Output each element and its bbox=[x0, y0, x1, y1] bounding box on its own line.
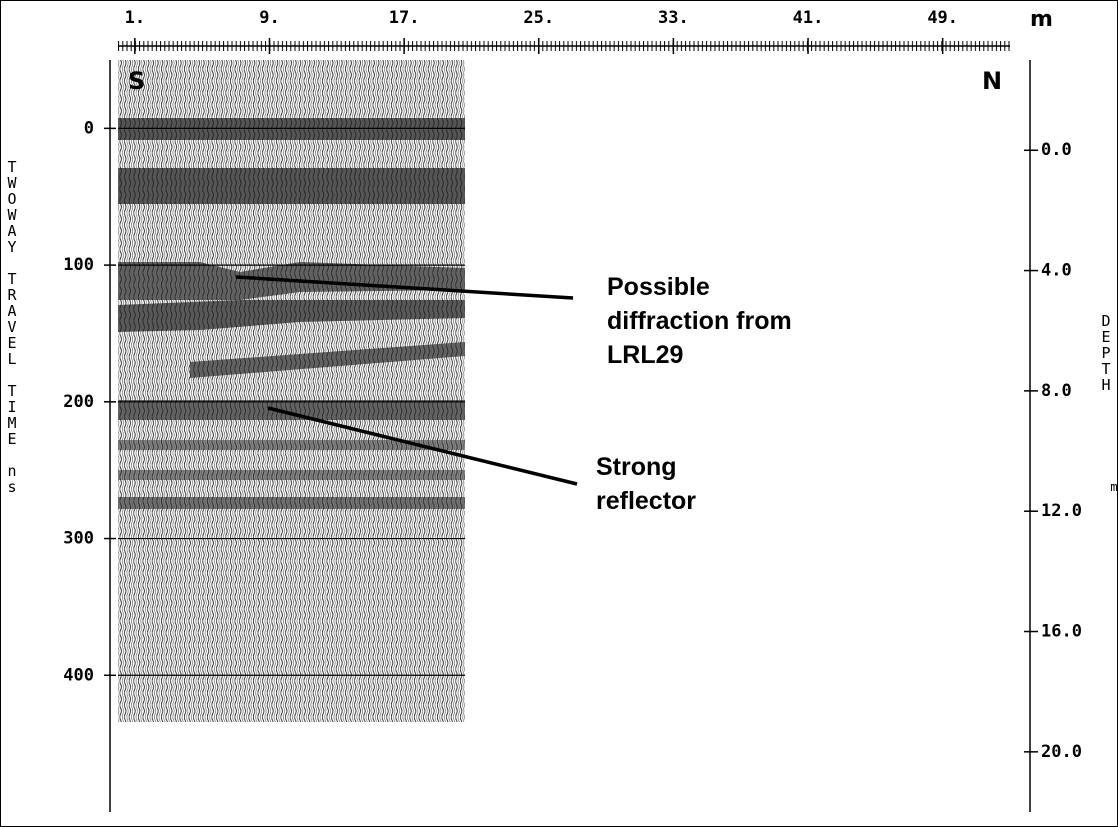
y-tick-label: 0 bbox=[84, 118, 94, 138]
y2-axis-label: DEPTH bbox=[1097, 312, 1115, 392]
direction-label: S bbox=[128, 67, 145, 95]
radargram bbox=[118, 60, 465, 722]
x-tick-label: 17. bbox=[389, 8, 420, 28]
x-tick-label: 1. bbox=[125, 8, 145, 28]
y2-tick-label: 8.0 bbox=[1041, 381, 1072, 401]
y-tick-label: 400 bbox=[63, 665, 94, 685]
y2-tick-label: 16.0 bbox=[1041, 622, 1082, 642]
annotation-line: LRL29 bbox=[607, 341, 684, 369]
x-tick-label: 33. bbox=[658, 8, 689, 28]
x-tick-label: 9. bbox=[259, 8, 279, 28]
annotation-leader bbox=[235, 275, 574, 300]
direction-label: N bbox=[982, 67, 1002, 95]
annotation: Strong reflector bbox=[596, 450, 696, 518]
annotation-line: Possible bbox=[607, 273, 710, 301]
y2-tick-label: 12.0 bbox=[1041, 501, 1082, 521]
annotation: Possible diffraction from LRL29 bbox=[607, 270, 792, 372]
y-tick-label: 200 bbox=[63, 392, 94, 412]
annotation-line: diffraction from bbox=[607, 307, 792, 335]
x-tick-label: 41. bbox=[793, 8, 824, 28]
y2-unit: m bbox=[1107, 480, 1118, 492]
annotation-line: reflector bbox=[596, 487, 697, 515]
y2-tick-label: 0.0 bbox=[1041, 140, 1072, 160]
y2-tick-label: 4.0 bbox=[1041, 261, 1072, 281]
annotation-leader bbox=[267, 406, 578, 486]
y-tick-label: 300 bbox=[63, 529, 94, 549]
annotation-line: Strong bbox=[596, 453, 677, 481]
x-tick-label: 25. bbox=[523, 8, 554, 28]
y2-tick-label: 20.0 bbox=[1041, 742, 1082, 762]
y-tick-label: 100 bbox=[63, 255, 94, 275]
x-tick-label: 49. bbox=[927, 8, 958, 28]
y-axis-label: TWOWAY TRAVEL TIME ns bbox=[3, 158, 21, 494]
x-unit: m bbox=[1030, 7, 1053, 32]
